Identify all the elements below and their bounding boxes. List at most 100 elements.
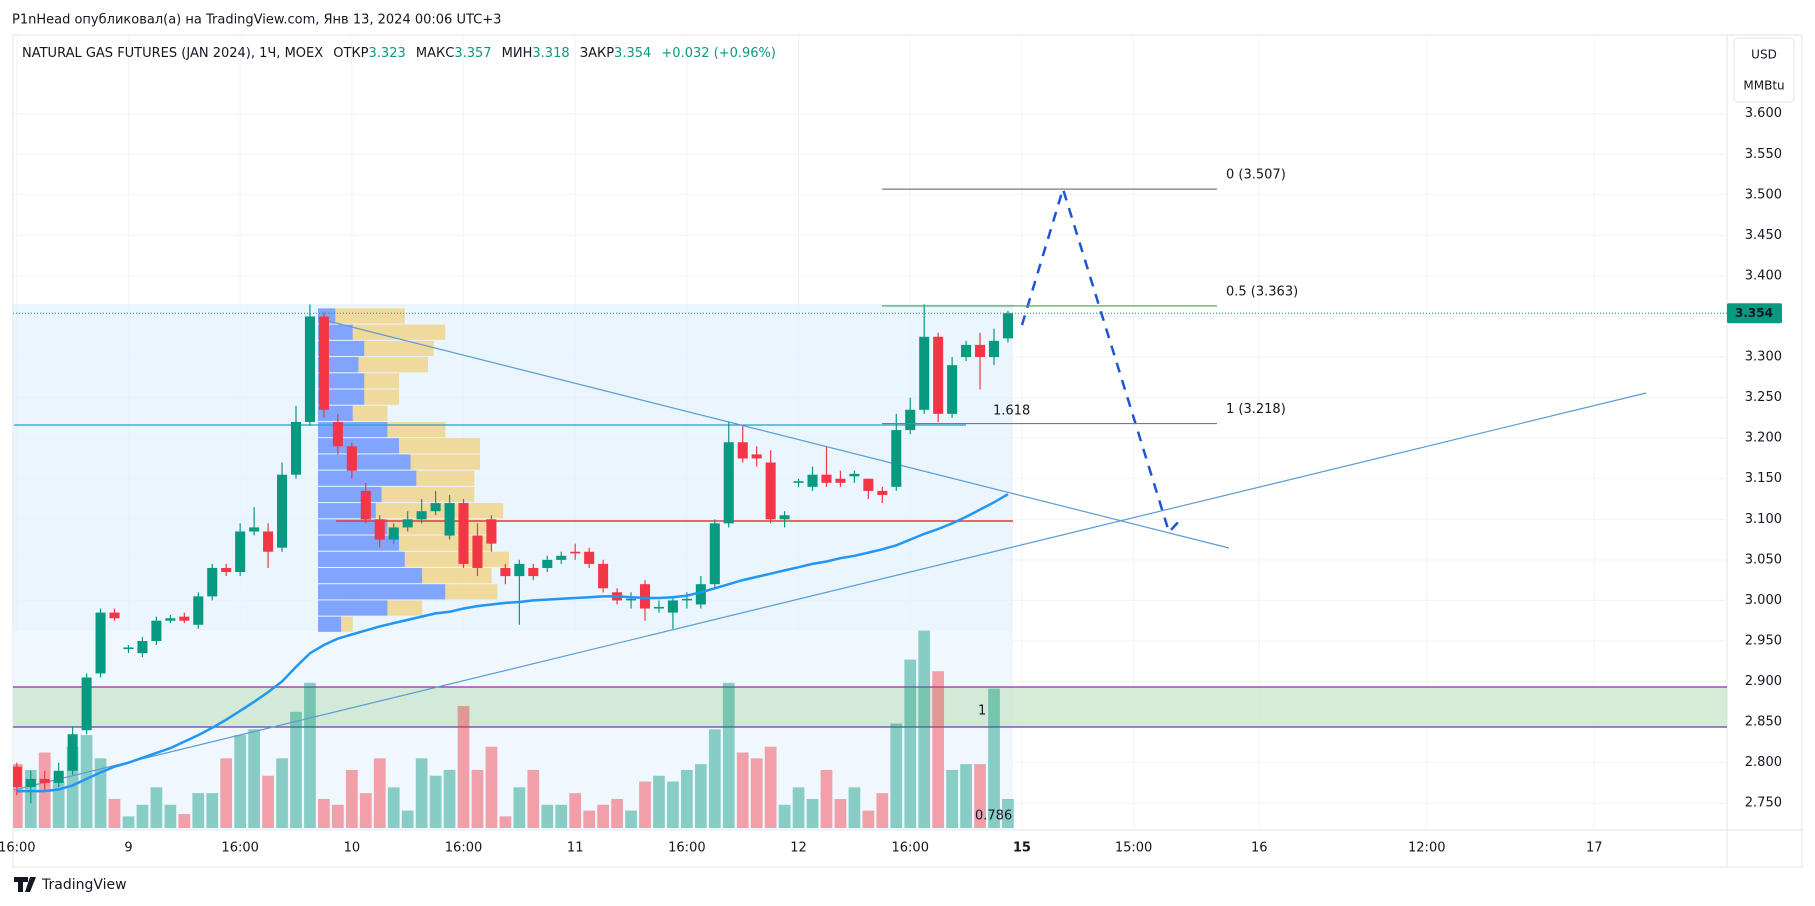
candle-body [67, 734, 78, 771]
candle-body [290, 421, 302, 475]
volume-bar [583, 810, 596, 828]
volume-bar [80, 735, 93, 828]
volume-bar [276, 758, 288, 828]
profile-sell [410, 454, 481, 470]
volume-bar [178, 814, 191, 828]
volume-bar [834, 798, 847, 828]
volume-bar [918, 630, 931, 828]
y-tick-label: 3.300 [1745, 350, 1782, 365]
profile-buy [318, 454, 411, 470]
profile-sell [352, 405, 388, 421]
volume-bar [527, 769, 540, 828]
volume-bar [988, 688, 1000, 828]
profile-buy [318, 438, 400, 454]
moving-average [16, 493, 1009, 793]
y-tick-label: 3.400 [1745, 268, 1782, 283]
candle-body [863, 478, 874, 491]
fib-label: 0 (3.507) [1226, 168, 1286, 183]
candle-body [95, 612, 106, 674]
volume-bar [904, 659, 917, 828]
volume [13, 630, 1014, 828]
volume-bar [806, 798, 819, 828]
profile-buy [318, 584, 446, 600]
volume-bar [443, 769, 456, 828]
candle-body [472, 535, 483, 568]
candle-body [402, 519, 413, 528]
profile-sell [364, 389, 400, 405]
profile-buy [318, 567, 423, 584]
profile-sell [422, 567, 492, 584]
candle-body [905, 409, 916, 431]
candle-body [723, 442, 734, 524]
candle-body [877, 490, 888, 495]
candle-body [277, 474, 288, 548]
volume-bar [359, 793, 372, 828]
volume-bar [848, 787, 861, 828]
candle-body [444, 503, 455, 536]
y-tick-label: 2.750 [1745, 796, 1782, 811]
profile-buy [318, 373, 365, 389]
candle-body [667, 600, 678, 613]
candle-body [374, 519, 385, 540]
candle-body [653, 606, 664, 609]
y-tick-label: 3.000 [1745, 593, 1782, 608]
volume-bar [541, 804, 554, 828]
candle-body [514, 563, 525, 577]
annotation: 0.786 [975, 809, 1012, 824]
volume-bar [457, 706, 470, 828]
volume-bar [108, 798, 121, 828]
candle-body [779, 515, 790, 520]
range-box [13, 304, 1013, 631]
volume-bar [192, 793, 205, 828]
header: P1nHead опубликовал(а) на TradingView.co… [12, 13, 501, 28]
x-tick-label: 16:00 [668, 841, 705, 856]
volume-bar [401, 810, 414, 828]
y-tick-label: 2.900 [1745, 674, 1782, 689]
fib-label: 0.5 (3.363) [1226, 284, 1298, 299]
legend-low: 3.318 [532, 46, 569, 61]
profile-sell [381, 486, 475, 503]
candle-body [626, 598, 637, 601]
y-tick-label: 3.250 [1745, 390, 1782, 405]
range-box-lower [13, 631, 1013, 830]
annotation: 1 [978, 704, 986, 719]
volume-bar [932, 671, 945, 828]
candle-body [961, 344, 972, 358]
profile-sell [364, 340, 434, 357]
volume-bar [248, 729, 260, 828]
candle-body [123, 647, 134, 650]
volume-bar [890, 723, 903, 828]
x-tick-label: 16 [1251, 841, 1268, 856]
profile-buy [318, 616, 342, 632]
volume-bar [345, 769, 358, 828]
candle-body [458, 503, 469, 564]
logo-icon [14, 877, 36, 892]
profile-buy [318, 519, 388, 535]
volume-bar [722, 682, 735, 828]
price-label: 3.354 [1735, 306, 1773, 320]
candle-body [919, 336, 930, 410]
candle-body [53, 770, 64, 783]
candle-body [947, 365, 958, 414]
volume-bar [974, 764, 986, 828]
volume-bar [792, 787, 805, 828]
y-tick-label: 3.450 [1745, 228, 1782, 243]
volume-bar [667, 781, 679, 828]
unit-box[interactable] [1733, 37, 1795, 103]
volume-bar [290, 711, 302, 828]
candle-body [165, 618, 176, 621]
volume-bar [66, 746, 79, 828]
volume-bar [499, 816, 512, 828]
y-tick-label: 3.200 [1745, 431, 1782, 446]
trend-line [323, 319, 1230, 549]
candle-body [709, 523, 720, 585]
volume-bar [94, 758, 107, 828]
volume-bar [694, 764, 707, 828]
candle-body [584, 551, 595, 564]
legend-change: +0.032 (+0.96%) [661, 46, 776, 61]
currency: USD [1751, 48, 1777, 62]
candle-body [765, 462, 776, 520]
candle-body [570, 551, 581, 554]
profile-sell [352, 324, 446, 340]
